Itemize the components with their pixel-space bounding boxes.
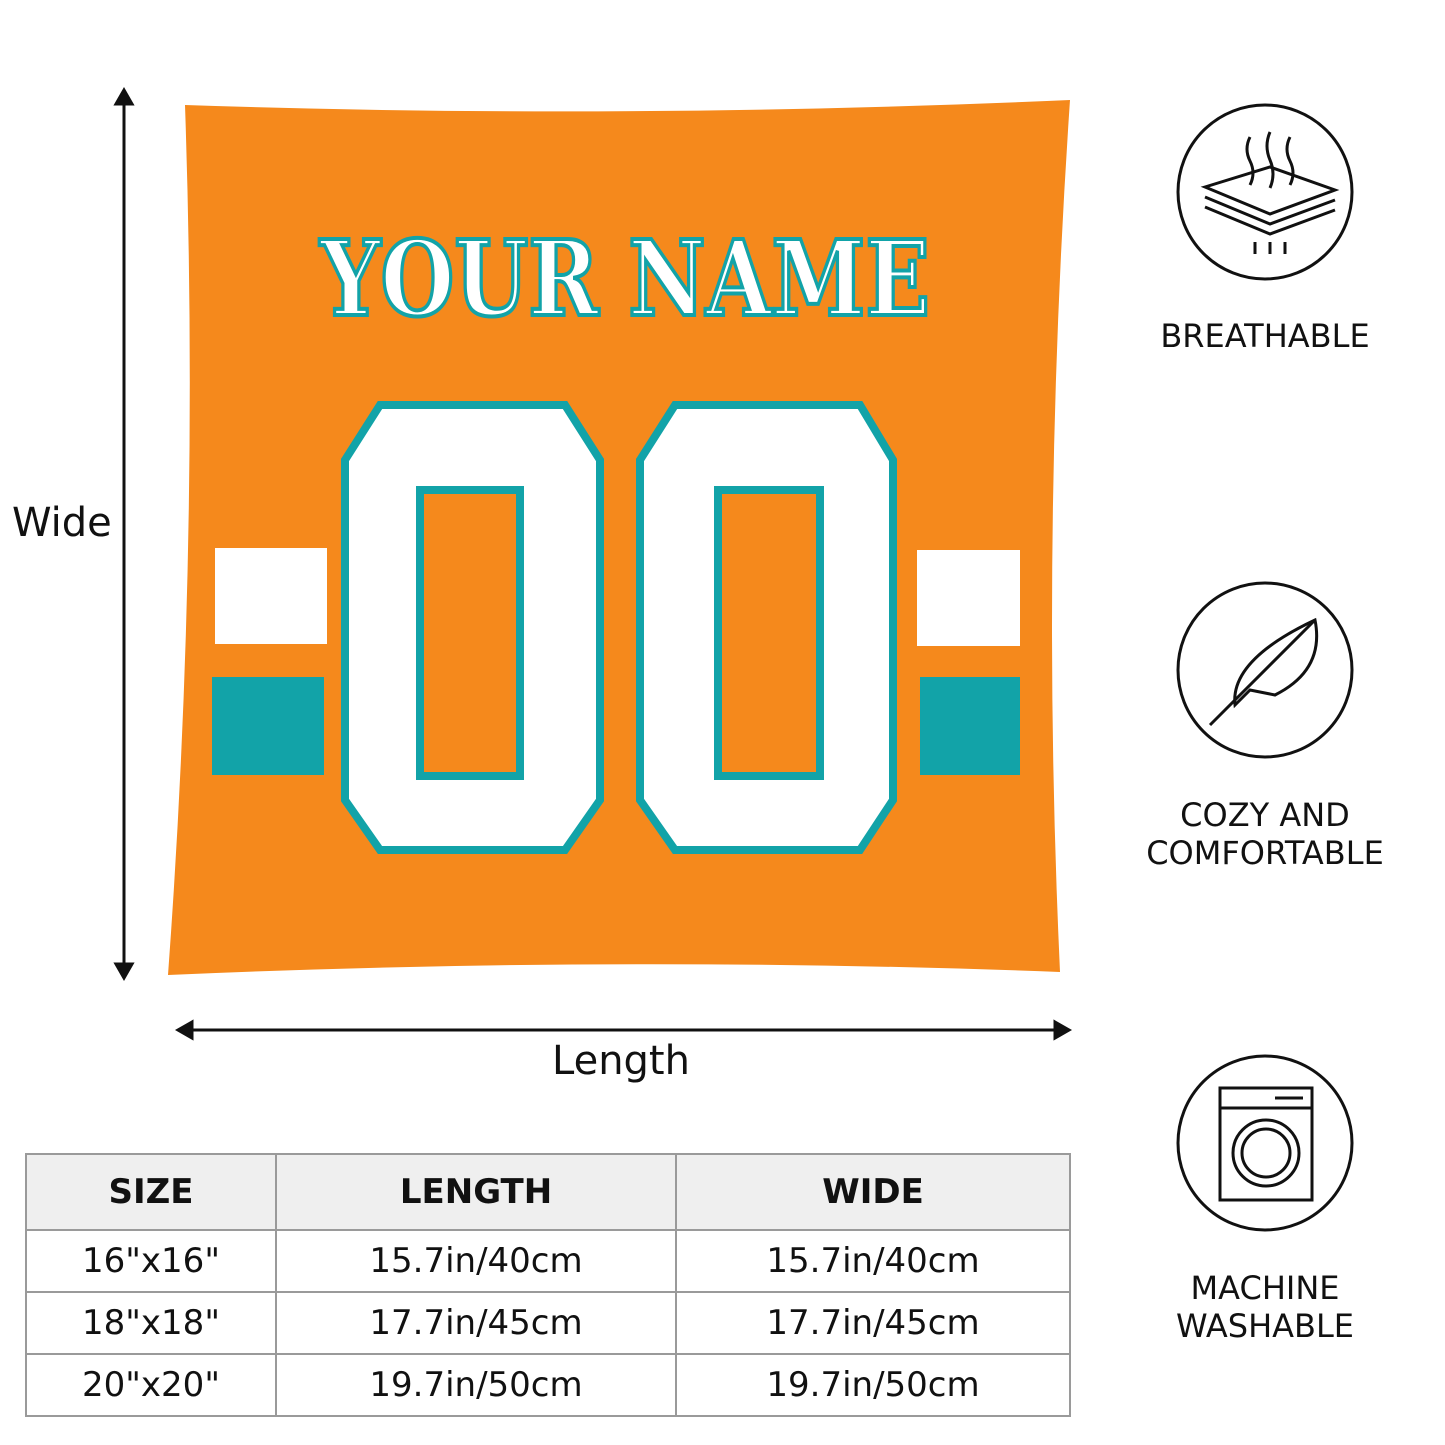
size-cell: 18"x18"	[25, 1291, 277, 1355]
breathable-layers-icon	[1176, 103, 1354, 281]
number-digit-1	[341, 401, 604, 854]
feature-label-washable: MACHINE WASHABLE	[1130, 1269, 1400, 1345]
feature-label-line: WASHABLE	[1175, 1307, 1355, 1345]
white-stripe-right	[917, 550, 1020, 646]
header-wide: WIDE	[675, 1153, 1071, 1231]
wide-arrow	[113, 86, 135, 982]
feature-label-line: COMFORTABLE	[1146, 834, 1384, 872]
feature-label-breathable: BREATHABLE	[1130, 317, 1400, 355]
size-cell: 16"x16"	[25, 1229, 277, 1293]
header-length: LENGTH	[275, 1153, 677, 1231]
table-header-row: SIZE LENGTH WIDE	[25, 1153, 1071, 1231]
wide-cell: 19.7in/50cm	[675, 1353, 1071, 1417]
table-row: 20"x20" 19.7in/50cm 19.7in/50cm	[25, 1353, 1071, 1417]
wide-cell: 17.7in/45cm	[675, 1291, 1071, 1355]
feature-label-line: MACHINE	[1190, 1269, 1340, 1307]
feature-label-line: BREATHABLE	[1160, 317, 1370, 355]
header-size: SIZE	[25, 1153, 277, 1231]
teal-stripe-right	[920, 677, 1020, 775]
number-digit-2	[636, 401, 897, 854]
player-name: YOUR NAME	[319, 217, 930, 340]
length-cell: 15.7in/40cm	[275, 1229, 677, 1293]
feature-label-line: COZY AND	[1180, 796, 1350, 834]
feature-label-cozy: COZY AND COMFORTABLE	[1130, 796, 1400, 872]
length-arrow	[174, 1019, 1073, 1041]
feather-icon	[1176, 581, 1354, 759]
teal-stripe-left	[212, 677, 324, 775]
table-row: 18"x18" 17.7in/45cm 17.7in/45cm	[25, 1291, 1071, 1355]
size-table: SIZE LENGTH WIDE 16"x16" 15.7in/40cm 15.…	[25, 1153, 1071, 1417]
white-stripe-left	[215, 548, 327, 644]
table-row: 16"x16" 15.7in/40cm 15.7in/40cm	[25, 1229, 1071, 1293]
length-label: Length	[552, 1038, 690, 1084]
washing-machine-icon	[1176, 1054, 1354, 1232]
size-cell: 20"x20"	[25, 1353, 277, 1417]
length-cell: 17.7in/45cm	[275, 1291, 677, 1355]
wide-cell: 15.7in/40cm	[675, 1229, 1071, 1293]
pillow-image: YOUR NAME	[113, 86, 1073, 1041]
wide-label: Wide	[12, 500, 112, 546]
length-cell: 19.7in/50cm	[275, 1353, 677, 1417]
